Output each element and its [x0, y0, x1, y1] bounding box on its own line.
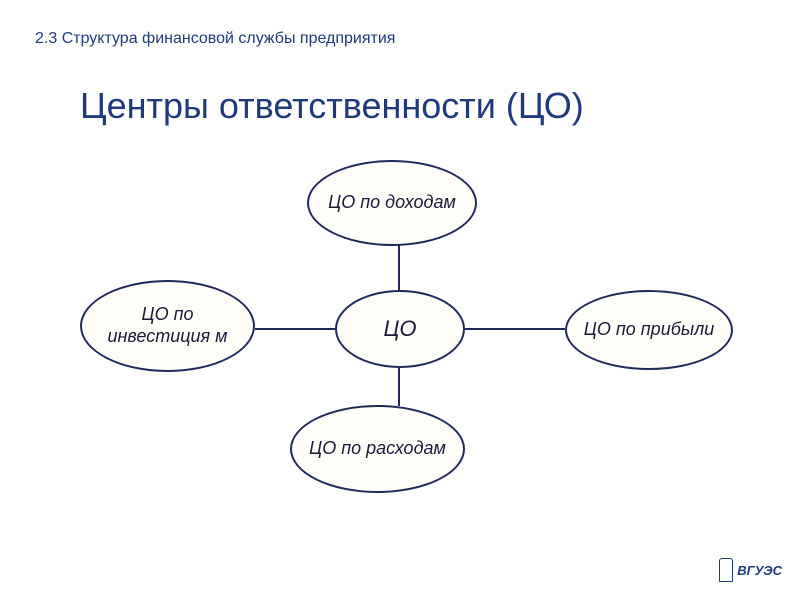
- edge: [465, 328, 565, 330]
- edge: [398, 368, 400, 406]
- outer-node: ЦО по доходам: [307, 160, 477, 246]
- outer-node: ЦО по инвестиция м: [80, 280, 255, 372]
- logo-text: ВГУЭС: [737, 563, 782, 578]
- edge: [255, 328, 335, 330]
- edge: [398, 245, 400, 291]
- logo-icon: [719, 558, 733, 582]
- logo: ВГУЭС: [719, 558, 782, 582]
- center-node: ЦО: [335, 290, 465, 368]
- diagram-container: ЦО ЦО по доходам ЦО по прибыли ЦО по расход…: [0, 0, 800, 600]
- outer-node: ЦО по прибыли: [565, 290, 733, 370]
- outer-node: ЦО по расходам: [290, 405, 465, 493]
